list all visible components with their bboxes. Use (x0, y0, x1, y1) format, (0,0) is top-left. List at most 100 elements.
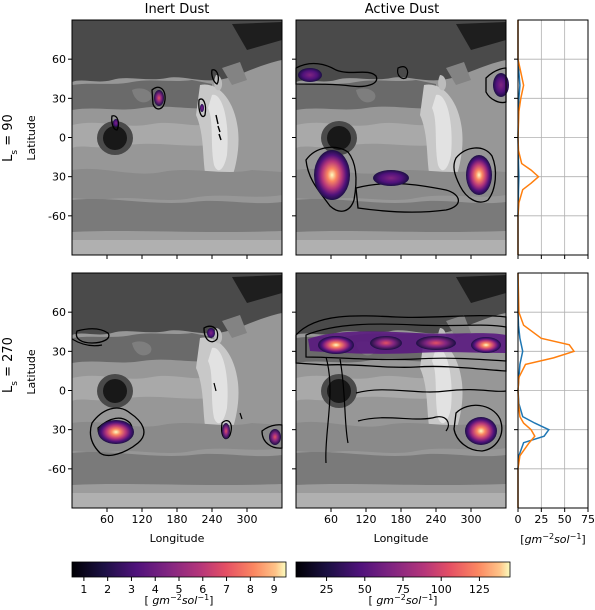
ylabel-bottom: Latitude (25, 349, 38, 395)
overlay-ls270-active (295, 314, 507, 464)
panel-ls270-active (295, 273, 507, 508)
panel-ls270-inert (71, 273, 283, 508)
col-title-active: Active Dust (365, 2, 439, 17)
hotspot-ls270-active-2 (370, 336, 402, 350)
hotspot-ls270-active-3 (416, 336, 456, 350)
contour-ls270-active-3 (325, 356, 349, 464)
lat-tick-label: 30 (52, 171, 66, 184)
lat-tick-label: 0 (59, 132, 66, 145)
colorbar-tick-label: 100 (431, 583, 452, 596)
profile-xlabel: [gm−2sol−1] (520, 532, 585, 547)
row-label-ls90: Ls = 90 (1, 114, 20, 162)
colorbar-tick-label: 6 (199, 583, 206, 596)
ylabel-top: Latitude (25, 115, 38, 161)
col-title-inert: Inert Dust (145, 2, 210, 17)
colorbar-tick-label: 5 (176, 583, 183, 596)
lon-tick-label: 180 (391, 513, 412, 526)
hotspot-ls90-active-3 (466, 155, 492, 195)
lon-tick-label: 240 (202, 513, 223, 526)
lat-tick-label: 60 (52, 306, 66, 319)
profile-line-ls270-blue (517, 273, 550, 508)
contour-ls90-inert-3 (198, 98, 207, 118)
contour-ls270-inert-8 (213, 382, 243, 420)
colorbar-inert-ticks: 1 2 3 4 5 6 7 8 9 (80, 577, 278, 596)
colorbar-inert-gradient (71, 561, 287, 578)
contour-ls90-active-6 (397, 66, 409, 80)
colorbar-active: 25 50 75 100 125 [ gm−2sol−1] (295, 561, 511, 608)
panel-ls90-inert (72, 20, 282, 255)
colorbar-tick-label: 2 (104, 583, 111, 596)
contour-ls90-active-3 (453, 147, 497, 203)
colorbar-active-label: [ gm−2sol−1] (369, 593, 438, 608)
row-label-ls270: Ls = 270 (1, 337, 20, 393)
lat-tick-label: 60 (52, 53, 66, 66)
colorbar-active-gradient (295, 561, 511, 578)
colorbar-tick-label: 8 (247, 583, 254, 596)
lon-tick-label: 120 (132, 513, 153, 526)
overlay-ls90-active (295, 62, 509, 213)
contour-ls90-inert-5 (215, 114, 222, 141)
lon-tick-label: 180 (167, 513, 188, 526)
hotspot-ls270-active-4 (471, 337, 501, 353)
lon-tick-label: 120 (356, 513, 377, 526)
hotspot-ls90-active-2 (373, 170, 409, 186)
contour-ls270-active-5 (357, 416, 449, 432)
colorbar-inert-label: [ gm−2sol−1] (145, 593, 214, 608)
xlabel-active: Longitude (374, 532, 429, 545)
hotspot-ls270-active-1 (318, 336, 354, 354)
contour-ls270-inert-2 (71, 338, 103, 347)
lat-tick-label: 30 (52, 424, 66, 437)
profile-grid-ls270 (518, 273, 588, 508)
hotspot-ls90-active-4 (298, 68, 322, 82)
lat-tick-label: -60 (48, 463, 66, 476)
overlay-ls90-inert (111, 69, 222, 141)
hotspot-ls90-active-1 (314, 150, 350, 200)
profile-xtick-label: 25 (534, 513, 548, 526)
lon-tick-label: 240 (426, 513, 447, 526)
contour-ls270-inert-1 (75, 328, 110, 344)
hotspot-ls270-inert-3 (222, 423, 230, 439)
panel-ls270-profile (517, 272, 588, 508)
lat-tick-label: 30 (52, 92, 66, 105)
colorbar-tick-label: 9 (271, 583, 278, 596)
colorbar-tick-label: 3 (128, 583, 135, 596)
hotspot-ls270-inert-4 (269, 429, 281, 445)
profile-line-ls90-orange (517, 20, 540, 255)
contour-ls90-inert-4 (211, 69, 219, 85)
panel-ls90-profile (517, 20, 588, 255)
contour-ls270-active-4 (355, 388, 507, 394)
hotspot-ls90-inert-1 (154, 90, 164, 106)
colorbar-tick-label: 50 (358, 583, 372, 596)
lon-tick-label: 60 (324, 513, 338, 526)
hotspot-ls270-inert-1 (98, 420, 134, 444)
colorbar-inert: 1 2 3 4 5 6 7 8 9 [ gm−2sol−1] (71, 561, 287, 608)
lat-tick-label: 0 (59, 385, 66, 398)
profile-xtick-label: 75 (581, 513, 595, 526)
colorbar-tick-label: 1 (80, 583, 87, 596)
colorbar-tick-label: 125 (469, 583, 490, 596)
hotspot-ls90-inert-3 (200, 104, 204, 112)
colorbar-tick-label: 7 (223, 583, 230, 596)
profile-xtick-label: 50 (558, 513, 572, 526)
contour-ls90-active-4 (295, 62, 378, 88)
xlabel-inert: Longitude (150, 532, 205, 545)
contour-ls270-active-6 (453, 404, 503, 452)
contour-ls90-inert-2 (111, 115, 119, 131)
lon-tick-label: 300 (237, 513, 258, 526)
overlay-ls270-inert (71, 325, 283, 457)
lat-tick-label: -60 (48, 210, 66, 223)
profile-xtick-label: 0 (515, 513, 522, 526)
contour-ls90-inert-1 (151, 86, 166, 110)
colorbar-tick-label: 75 (396, 583, 410, 596)
hotspot-ls270-active-5 (465, 417, 497, 445)
lat-tick-label: 30 (52, 345, 66, 358)
colorbar-tick-label: 25 (320, 583, 334, 596)
contour-ls270-inert-3 (89, 407, 145, 457)
profile-grid-ls90 (518, 20, 588, 255)
lon-tick-label: 60 (100, 513, 114, 526)
heatband-ls270-active (308, 331, 506, 354)
colorbar-active-ticks: 25 50 75 100 125 (320, 577, 490, 596)
lon-tick-label: 300 (461, 513, 482, 526)
